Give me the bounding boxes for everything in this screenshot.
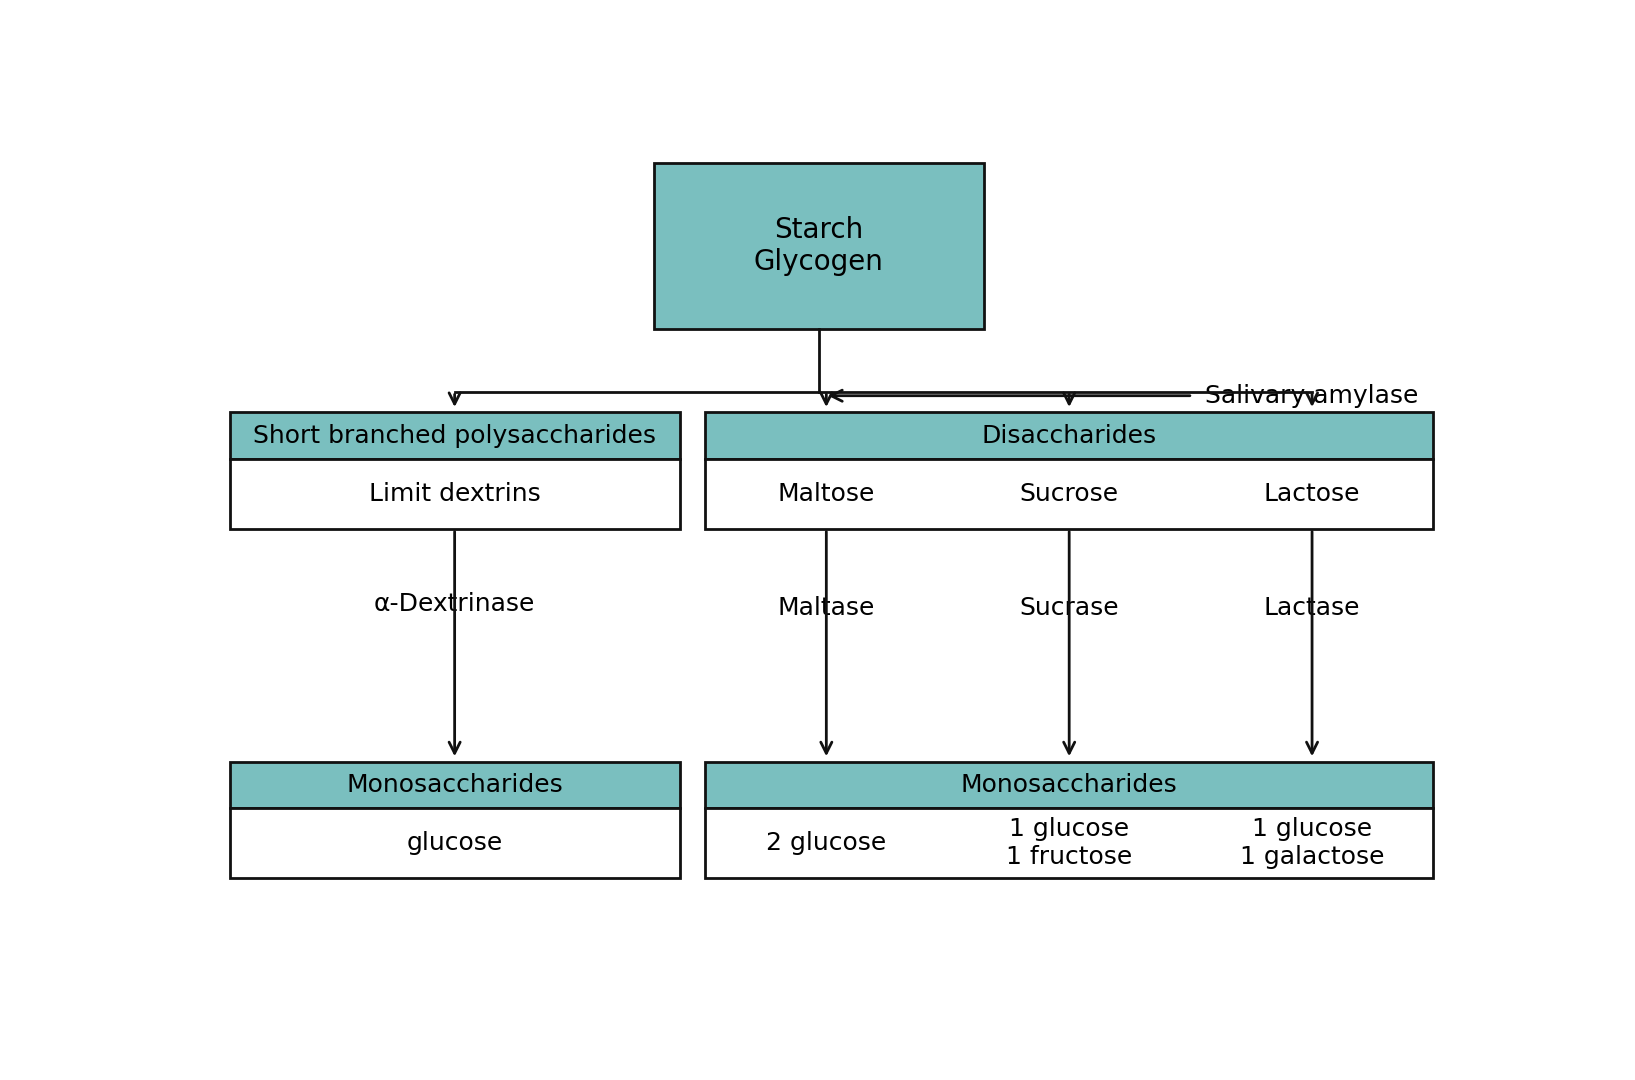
Bar	[705, 761, 1434, 808]
Bar	[705, 459, 1434, 529]
Bar	[654, 163, 984, 329]
Text: Short branched polysaccharides: Short branched polysaccharides	[253, 423, 656, 447]
Bar	[229, 761, 680, 808]
Text: glucose: glucose	[407, 832, 502, 855]
Text: Sucrase: Sucrase	[1019, 596, 1118, 620]
Text: α-Dextrinase: α-Dextrinase	[374, 592, 535, 616]
Text: Monosaccharides: Monosaccharides	[961, 773, 1177, 797]
Bar	[705, 413, 1434, 459]
Text: Monosaccharides: Monosaccharides	[347, 773, 562, 797]
Bar	[229, 808, 680, 878]
Text: Limit dextrins: Limit dextrins	[370, 482, 541, 505]
Text: Starch
Glycogen: Starch Glycogen	[754, 216, 885, 276]
Bar	[705, 808, 1434, 878]
Text: 1 glucose
1 fructose: 1 glucose 1 fructose	[1006, 818, 1133, 869]
Text: Sucrose: Sucrose	[1020, 482, 1118, 505]
Text: 1 glucose
1 galactose: 1 glucose 1 galactose	[1239, 818, 1385, 869]
Text: Salivary amylase: Salivary amylase	[1205, 383, 1419, 408]
Text: Maltose: Maltose	[778, 482, 875, 505]
Text: Maltase: Maltase	[778, 596, 875, 620]
Text: Lactose: Lactose	[1264, 482, 1360, 505]
Text: 2 glucose: 2 glucose	[767, 832, 886, 855]
Bar	[229, 413, 680, 459]
Bar	[229, 459, 680, 529]
Text: Lactase: Lactase	[1264, 596, 1360, 620]
Text: Disaccharides: Disaccharides	[981, 423, 1156, 447]
